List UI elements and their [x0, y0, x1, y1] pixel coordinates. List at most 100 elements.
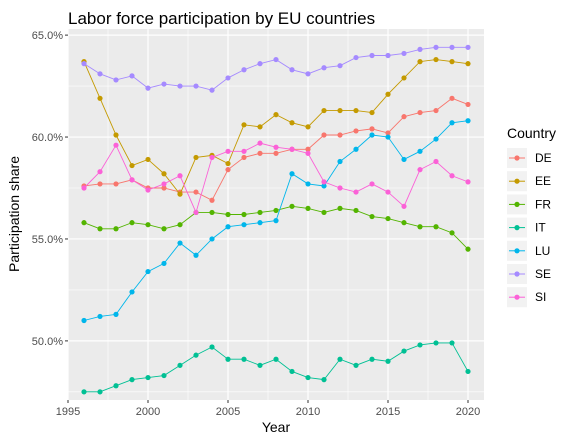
data-point-fr: [257, 209, 263, 216]
data-point-lu: [145, 268, 151, 275]
legend-label: IT: [535, 221, 546, 235]
data-point-de: [97, 181, 103, 187]
data-point-lu: [433, 136, 439, 142]
data-point-si: [81, 185, 87, 191]
data-point-se: [289, 67, 295, 73]
data-point-fr: [417, 224, 423, 230]
x-tick-label: 2005: [216, 406, 240, 418]
data-point-fr: [289, 203, 295, 209]
data-point-fr: [353, 207, 359, 214]
data-point-se: [129, 73, 135, 79]
data-point-it: [177, 362, 183, 368]
data-point-de: [417, 109, 423, 116]
data-point-fr: [433, 224, 439, 230]
data-point-se: [417, 46, 423, 52]
data-point-fr: [177, 222, 183, 228]
data-point-lu: [337, 158, 343, 165]
y-tick-label: 50.0%: [32, 336, 63, 348]
data-point-it: [289, 368, 295, 375]
series-fr: [81, 203, 471, 252]
data-point-ee: [257, 124, 263, 130]
data-point-it: [193, 352, 199, 358]
data-point-si: [273, 144, 279, 150]
legend-label: SI: [535, 290, 546, 304]
data-point-si: [465, 179, 471, 185]
data-point-ee: [113, 132, 119, 138]
data-point-ee: [289, 120, 295, 126]
data-point-se: [113, 77, 119, 83]
data-point-ee: [97, 95, 103, 101]
data-point-it: [97, 389, 103, 395]
data-point-ee: [385, 91, 391, 97]
y-tick-label: 55.0%: [32, 234, 63, 246]
data-point-fr: [209, 209, 215, 216]
data-point-ee: [321, 107, 327, 114]
data-point-lu: [177, 240, 183, 246]
data-point-fr: [321, 209, 327, 216]
series-ee: [81, 56, 471, 197]
data-point-de: [193, 189, 199, 195]
data-point-se: [305, 71, 311, 77]
data-point-de: [225, 167, 231, 173]
data-point-de: [321, 132, 327, 138]
data-point-si: [337, 185, 343, 191]
data-point-fr: [241, 211, 247, 218]
data-point-lu: [257, 220, 263, 226]
data-point-fr: [449, 230, 455, 236]
data-point-fr: [401, 220, 407, 226]
data-point-si: [97, 169, 103, 175]
data-point-se: [225, 75, 231, 81]
data-point-se: [449, 44, 455, 50]
data-point-se: [465, 44, 471, 50]
data-point-ee: [305, 124, 311, 130]
data-point-it: [465, 368, 471, 375]
data-point-se: [81, 61, 87, 67]
data-point-ee: [193, 154, 199, 161]
x-tick-label: 2015: [376, 406, 400, 418]
data-point-ee: [241, 122, 247, 128]
data-point-lu: [241, 222, 247, 228]
legend-label: DE: [535, 151, 552, 165]
data-point-it: [161, 372, 167, 379]
data-point-lu: [353, 146, 359, 152]
data-point-it: [209, 344, 215, 350]
data-point-lu: [161, 260, 167, 267]
series-layer: [81, 44, 471, 395]
data-point-si: [145, 187, 151, 193]
legend-key-point: [514, 225, 520, 231]
legend-item-lu: LU: [507, 240, 550, 261]
data-point-se: [209, 87, 215, 93]
data-point-de: [369, 126, 375, 132]
data-point-si: [385, 189, 391, 195]
data-point-se: [193, 83, 199, 89]
data-point-si: [305, 150, 311, 156]
series-se: [81, 44, 471, 93]
major-gridlines: [67, 29, 484, 400]
data-point-si: [369, 181, 375, 187]
data-point-it: [145, 374, 151, 381]
data-point-it: [81, 389, 87, 395]
data-point-it: [225, 356, 231, 362]
legend-item-fr: FR: [507, 194, 551, 215]
data-point-ee: [353, 107, 359, 114]
data-point-it: [113, 383, 119, 389]
data-point-se: [177, 83, 183, 89]
data-point-lu: [369, 132, 375, 138]
series-it: [81, 340, 471, 395]
plot-panel: [68, 29, 484, 400]
data-point-it: [321, 377, 327, 383]
series-lu: [81, 118, 471, 324]
legend-label: LU: [535, 244, 550, 258]
data-point-lu: [193, 252, 199, 258]
data-point-se: [257, 61, 263, 67]
data-point-lu: [113, 311, 119, 317]
data-point-ee: [177, 191, 183, 197]
data-point-de: [353, 128, 359, 134]
data-point-si: [193, 209, 199, 216]
data-point-fr: [305, 205, 311, 211]
legend-item-ee: EE: [507, 171, 551, 192]
data-point-fr: [369, 213, 375, 220]
data-point-de: [449, 95, 455, 101]
data-point-de: [465, 101, 471, 108]
